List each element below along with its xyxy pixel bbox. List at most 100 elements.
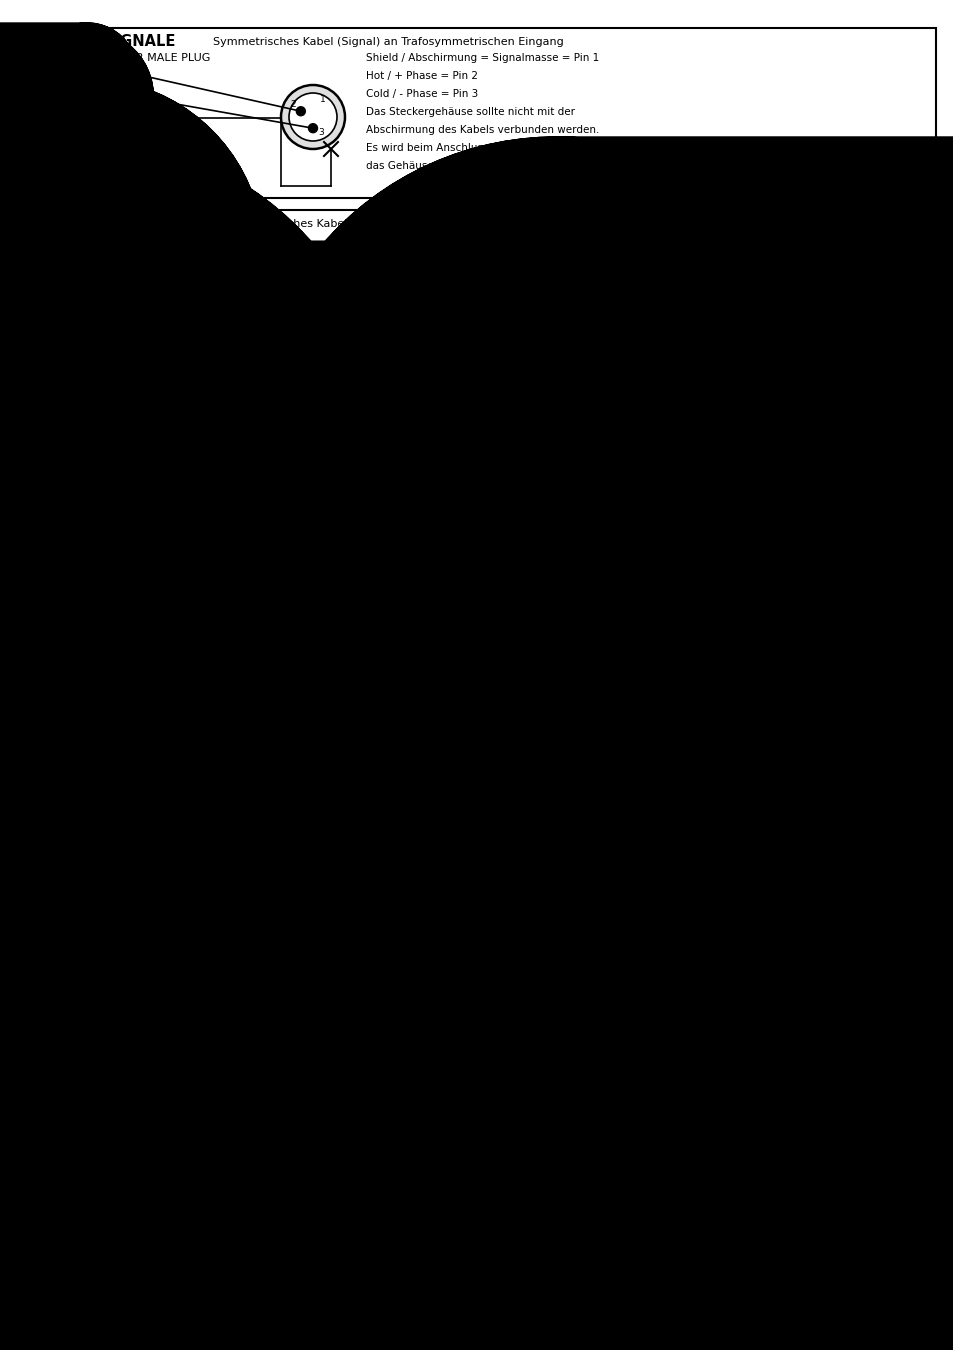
Text: Unysmmetrischer Eingang / Ausgang an unsymmetrisches Kabel: Unysmmetrischer Eingang / Ausgang an uns… xyxy=(213,1116,574,1127)
Circle shape xyxy=(606,1174,613,1181)
Circle shape xyxy=(296,296,305,304)
Bar xyxy=(30,764,50,900)
Text: SOURCE: SOURCE xyxy=(35,100,45,138)
Text: HOT: HOT xyxy=(84,242,105,252)
Circle shape xyxy=(606,467,613,472)
Text: BALANCED OUTGOING SIGNAL: BALANCED OUTGOING SIGNAL xyxy=(66,1081,203,1091)
Text: Unsymmetrischer Eingang / Ausgang an unsymmetrisches Kabel: Unsymmetrischer Eingang / Ausgang an uns… xyxy=(213,409,574,418)
Text: 4: 4 xyxy=(576,616,581,626)
Text: BALANCED INCOMING SIGNAL: BALANCED INCOMING SIGNAL xyxy=(66,180,201,189)
Text: ANALOGE SIGNALE: ANALOGE SIGNALE xyxy=(24,748,179,764)
Bar xyxy=(448,586,522,711)
Bar xyxy=(18,400,935,558)
Circle shape xyxy=(143,1174,149,1181)
Text: SHIELD: SHIELD xyxy=(95,701,131,710)
Text: Symmetrischer Ausgang an symmetrisches Kabel: Symmetrischer Ausgang an symmetrisches K… xyxy=(213,751,490,761)
Text: DIGITALE SIGNALE: DIGITALE SIGNALE xyxy=(24,406,175,421)
Text: DESTI-
NATION: DESTI- NATION xyxy=(494,1176,513,1207)
Text: HOT: HOT xyxy=(84,774,105,784)
Bar xyxy=(30,594,50,716)
Text: Pin 2 = +5V from Host: Pin 2 = +5V from Host xyxy=(613,621,730,630)
Bar xyxy=(494,1130,514,1253)
Text: CINCH/BNC PLUG: CINCH/BNC PLUG xyxy=(598,1133,694,1143)
Text: 1: 1 xyxy=(320,284,326,293)
Text: 2: 2 xyxy=(542,680,549,691)
Text: GND: GND xyxy=(539,1164,562,1174)
Text: HOT: HOT xyxy=(539,432,560,441)
Text: +5V: +5V xyxy=(46,616,68,625)
Circle shape xyxy=(204,455,252,502)
Bar xyxy=(18,566,935,729)
Ellipse shape xyxy=(116,82,132,109)
Circle shape xyxy=(667,455,716,502)
Text: DIGITALE SIGNALE: DIGITALE SIGNALE xyxy=(24,216,175,231)
Text: Hot / Signal = Pin 2: Hot / Signal = Pin 2 xyxy=(366,963,467,973)
Text: BALANCED OUTGOING SIGNAL: BALANCED OUTGOING SIGNAL xyxy=(66,891,203,900)
Text: Cold / - Phase = Pin 3: Cold / - Phase = Pin 3 xyxy=(366,89,477,99)
Text: GND: GND xyxy=(84,975,107,985)
Bar xyxy=(165,687,174,697)
Text: Pin 1 =  Ground: Pin 1 = Ground xyxy=(613,601,695,612)
Text: HOT: HOT xyxy=(76,432,97,441)
Text: Abschirmung des Kabels verbunden werden.: Abschirmung des Kabels verbunden werden. xyxy=(366,1017,598,1027)
Text: CINCH/BNC PLUG: CINCH/BNC PLUG xyxy=(135,1133,231,1143)
Text: Cold / - Phase = Pin 3: Cold / - Phase = Pin 3 xyxy=(366,803,477,813)
Text: SHIELD: SHIELD xyxy=(84,998,119,1007)
Text: Symmetrisches Kabel (Signal) an Trafosymmetrischen Eingang: Symmetrisches Kabel (Signal) an Trafosym… xyxy=(213,36,563,47)
Text: 2-adrige Kabel sind zu bevorzugen !!: 2-adrige Kabel sind zu bevorzugen !! xyxy=(108,1102,301,1111)
Circle shape xyxy=(281,274,345,338)
Text: Abschirmung des Kabels verbunden werden.: Abschirmung des Kabels verbunden werden. xyxy=(366,126,598,135)
Text: Cold / Ground = Pin 3: Cold / Ground = Pin 3 xyxy=(366,271,478,281)
Text: CINCH/BNC PLUG: CINCH/BNC PLUG xyxy=(135,425,231,435)
Bar xyxy=(30,423,50,547)
Text: SOURCE: SOURCE xyxy=(35,289,45,325)
Text: GND: GND xyxy=(76,456,98,466)
Text: COLD: COLD xyxy=(84,82,112,93)
Circle shape xyxy=(683,471,700,486)
Text: Abschirmung des Kabels verbunden werden.: Abschirmung des Kabels verbunden werden. xyxy=(366,306,598,317)
Text: Shield / Abschirmung = Signalmasse = Pin 1: Shield / Abschirmung = Signalmasse = Pin… xyxy=(366,235,598,244)
Circle shape xyxy=(281,85,345,148)
Text: das Gehäusepotential (PE) gelegt !: das Gehäusepotential (PE) gelegt ! xyxy=(366,875,548,886)
Text: 3: 3 xyxy=(317,841,323,849)
Bar xyxy=(205,616,214,625)
Text: DIGITALE SIGNALE: DIGITALE SIGNALE xyxy=(24,35,175,50)
Text: SHIELD: SHIELD xyxy=(66,471,102,481)
Text: UNBALANCED INCOMING SIGNAL: UNBALANCED INCOMING SIGNAL xyxy=(62,544,210,554)
Text: GND: GND xyxy=(539,456,562,466)
Circle shape xyxy=(281,798,345,863)
Circle shape xyxy=(220,1177,235,1193)
Ellipse shape xyxy=(107,601,123,656)
Text: Das Steckergehäuse sollte nicht mit der: Das Steckergehäuse sollte nicht mit der xyxy=(366,821,575,832)
Text: Es wird beim Anschluss an das Gerät auf: Es wird beim Anschluss an das Gerät auf xyxy=(366,143,578,153)
Text: XLR FEMALE PLUG: XLR FEMALE PLUG xyxy=(115,945,216,954)
Circle shape xyxy=(224,500,232,506)
Ellipse shape xyxy=(116,975,132,1000)
Bar xyxy=(18,1108,935,1264)
Text: BALANCED INCOMING SIGNAL: BALANCED INCOMING SIGNAL xyxy=(66,374,201,383)
Circle shape xyxy=(308,1021,317,1030)
Ellipse shape xyxy=(571,431,584,460)
Text: COLD: COLD xyxy=(84,796,112,807)
Ellipse shape xyxy=(116,796,132,824)
Text: das Gehäusepotential (PE) gelegt !: das Gehäusepotential (PE) gelegt ! xyxy=(366,343,548,352)
Text: HOT: HOT xyxy=(76,1139,97,1150)
Text: Unsymmetrisches Kabel (Signal) an Trafosymmetrischen Eingang: Unsymmetrisches Kabel (Signal) an Trafos… xyxy=(213,219,577,230)
Circle shape xyxy=(143,467,149,472)
Text: 1: 1 xyxy=(320,992,326,1000)
Text: Hot / Signal = Pin 2: Hot / Signal = Pin 2 xyxy=(366,252,467,263)
Circle shape xyxy=(667,1161,716,1210)
Bar xyxy=(205,687,214,697)
Text: UNBALANCED OUTGOING SIGNAL: UNBALANCED OUTGOING SIGNAL xyxy=(525,1250,676,1260)
Circle shape xyxy=(289,93,336,140)
Text: Abschirmung des Kabels verbunden werden.: Abschirmung des Kabels verbunden werden. xyxy=(366,838,598,849)
Bar xyxy=(160,610,220,702)
Text: das Gehäusepotential (PE) gelegt !: das Gehäusepotential (PE) gelegt ! xyxy=(366,161,548,171)
Circle shape xyxy=(688,500,695,506)
Text: GND: GND xyxy=(45,633,69,643)
Text: ANALOGE SIGNALE: ANALOGE SIGNALE xyxy=(24,926,179,941)
Circle shape xyxy=(113,986,120,991)
Text: Es wird beim Anschluss an das Gerät auf: Es wird beim Anschluss an das Gerät auf xyxy=(366,1035,578,1045)
Text: Es wird beim Anschluss an das Gerät auf: Es wird beim Anschluss an das Gerät auf xyxy=(366,857,578,867)
Bar xyxy=(18,919,935,1100)
